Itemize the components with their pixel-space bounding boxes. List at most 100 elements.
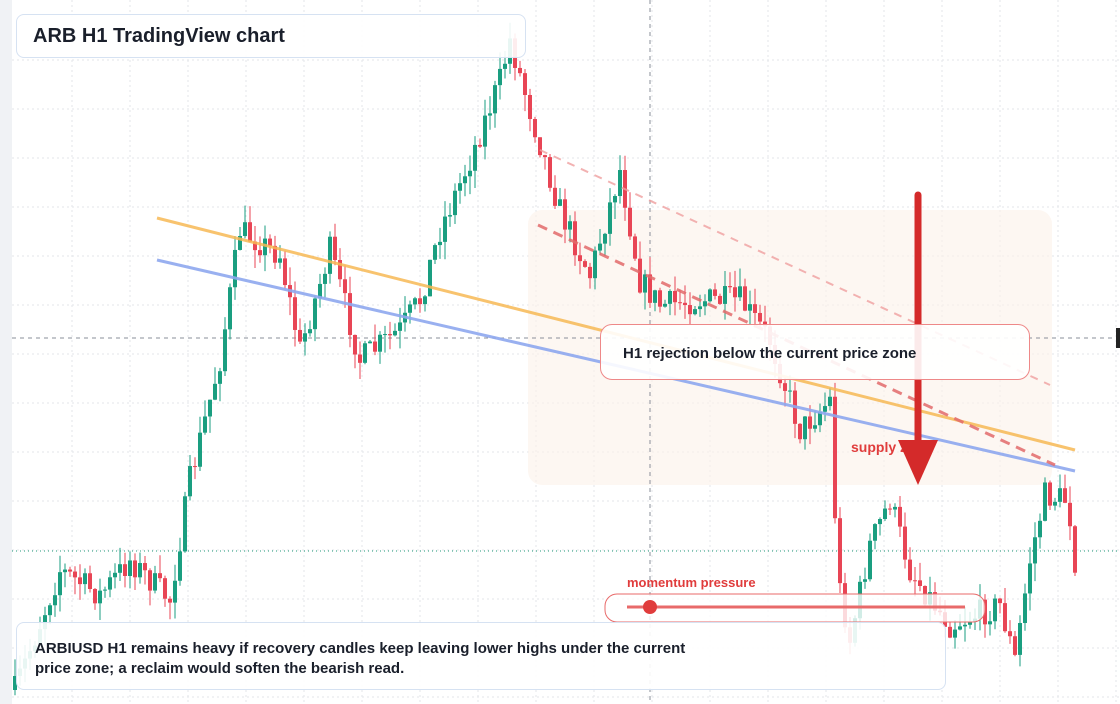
candle-body xyxy=(638,258,642,293)
candle-body xyxy=(838,518,842,584)
candle-body xyxy=(193,466,197,468)
candle-body xyxy=(413,298,417,305)
candle-body xyxy=(1073,526,1077,573)
candle-body xyxy=(318,283,322,299)
candle-body xyxy=(173,580,177,603)
candle-body xyxy=(603,233,607,244)
candle-body xyxy=(1013,636,1017,655)
candle-body xyxy=(203,416,207,433)
candle-body xyxy=(1038,520,1042,538)
candle-body xyxy=(543,155,547,158)
candle-body xyxy=(588,266,592,279)
arrow-head xyxy=(898,440,938,485)
candle-body xyxy=(678,302,682,304)
title-box: ARB H1 TradingView chart xyxy=(16,14,526,58)
candle-body xyxy=(308,329,312,334)
candle-body xyxy=(868,540,872,580)
candle-body xyxy=(373,341,377,352)
candle-body xyxy=(1058,488,1062,502)
candle-body xyxy=(833,396,837,519)
candle-body xyxy=(118,564,122,573)
candle-body xyxy=(963,624,967,627)
candle-body xyxy=(388,334,392,336)
candle-body xyxy=(723,286,727,304)
candle-body xyxy=(223,329,227,372)
candle-body xyxy=(103,589,107,591)
candle-body xyxy=(558,199,562,206)
candle-body xyxy=(598,243,602,251)
candle-body xyxy=(1043,482,1047,521)
candle-body xyxy=(303,333,307,342)
candle-body xyxy=(1068,502,1072,527)
candle-body xyxy=(408,304,412,313)
candle-body xyxy=(823,406,827,412)
candle-body xyxy=(348,293,352,335)
candle-body xyxy=(873,524,877,541)
candle-body xyxy=(548,157,552,188)
candle-body xyxy=(358,354,362,363)
candle-body xyxy=(398,322,402,331)
candle-body xyxy=(908,559,912,581)
candle-body xyxy=(633,236,637,259)
candle-body xyxy=(888,508,892,510)
candle-body xyxy=(703,301,707,307)
candle-body xyxy=(368,341,372,344)
candle-body xyxy=(1008,631,1012,637)
candle-body xyxy=(708,289,712,302)
candle-body xyxy=(123,564,127,576)
candle-body xyxy=(913,580,917,582)
rejection-box: H1 rejection below the current price zon… xyxy=(600,324,1030,380)
candle-body xyxy=(458,183,462,191)
candle-body xyxy=(333,236,337,261)
candle-body xyxy=(188,466,192,497)
candle-body xyxy=(713,289,717,296)
candle-body xyxy=(298,329,302,342)
candle-body xyxy=(488,113,492,116)
candle-body xyxy=(63,569,67,573)
candle-body xyxy=(78,577,82,585)
candle-body xyxy=(518,67,522,74)
candle-body xyxy=(253,241,257,251)
candle-body xyxy=(658,290,662,307)
candle-body xyxy=(283,258,287,286)
candle-body xyxy=(748,304,752,311)
candle-body xyxy=(48,605,52,616)
candle-body xyxy=(903,526,907,560)
candle-body xyxy=(128,560,132,576)
candle-body xyxy=(418,298,422,305)
candle-body xyxy=(53,595,57,606)
candle-body xyxy=(528,94,532,120)
candle-body xyxy=(608,202,612,234)
candle-body xyxy=(273,245,277,263)
candle-body xyxy=(468,170,472,177)
candle-body xyxy=(113,572,117,578)
candle-body xyxy=(138,563,142,578)
candle-body xyxy=(68,569,72,572)
candle-body xyxy=(573,221,577,256)
candle-body xyxy=(863,579,867,582)
candle-body xyxy=(998,598,1002,604)
candle-body xyxy=(473,144,477,171)
candle-body xyxy=(183,496,187,552)
candle-body xyxy=(688,305,692,315)
candle-body xyxy=(1018,623,1022,655)
candle-body xyxy=(393,330,397,336)
candle-body xyxy=(218,371,222,384)
candle-body xyxy=(918,580,922,586)
candle-body xyxy=(158,573,162,579)
candle-body xyxy=(83,573,87,585)
candle-body xyxy=(13,676,17,690)
candle-body xyxy=(443,216,447,242)
price-tag xyxy=(1116,328,1120,348)
momentum-dot xyxy=(643,600,657,614)
candle-body xyxy=(533,119,537,138)
candle-body xyxy=(268,238,272,246)
candle-body xyxy=(618,170,622,197)
candle-body xyxy=(278,258,282,263)
candle-body xyxy=(683,302,687,306)
candle-body xyxy=(953,629,957,638)
candle-body xyxy=(698,306,702,310)
candle-body xyxy=(428,259,432,297)
candle-body xyxy=(453,190,457,216)
